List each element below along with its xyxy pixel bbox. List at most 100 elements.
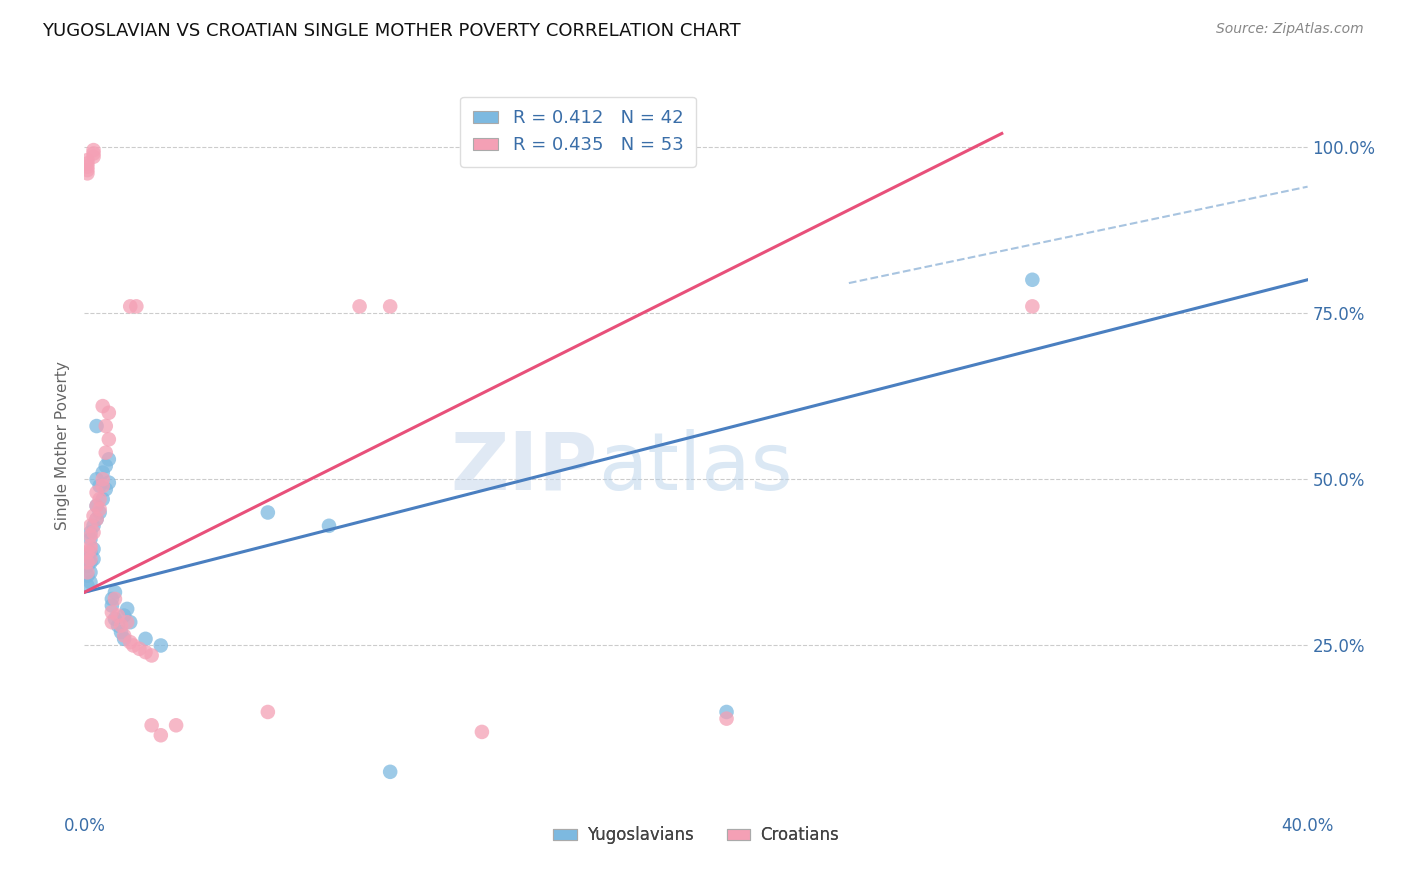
Point <box>79 545 101 559</box>
Point <box>149 728 172 742</box>
Point <box>101 591 124 606</box>
Point <box>380 299 402 313</box>
Text: YUGOSLAVIAN VS CROATIAN SINGLE MOTHER POVERTY CORRELATION CHART: YUGOSLAVIAN VS CROATIAN SINGLE MOTHER PO… <box>42 22 741 40</box>
Point <box>76 579 98 593</box>
Point <box>1021 273 1043 287</box>
Point <box>76 545 98 559</box>
Point <box>76 160 98 174</box>
Point <box>91 466 114 480</box>
Point <box>112 632 135 646</box>
Point <box>79 525 101 540</box>
Y-axis label: Single Mother Poverty: Single Mother Poverty <box>55 361 70 531</box>
Point <box>120 635 142 649</box>
Point <box>76 555 98 569</box>
Point <box>89 502 111 516</box>
Point <box>79 575 101 590</box>
Point <box>257 705 280 719</box>
Point <box>94 458 117 473</box>
Point <box>107 618 129 632</box>
Point <box>471 725 494 739</box>
Point <box>79 542 101 557</box>
Point <box>104 591 127 606</box>
Point <box>91 472 114 486</box>
Point <box>79 529 101 543</box>
Point <box>120 299 142 313</box>
Point <box>380 764 402 779</box>
Point <box>112 608 135 623</box>
Point <box>135 645 157 659</box>
Point <box>91 479 114 493</box>
Point <box>110 618 132 632</box>
Point <box>79 532 101 546</box>
Point <box>83 143 105 157</box>
Point <box>349 299 371 313</box>
Point <box>76 153 98 167</box>
Point <box>76 566 98 580</box>
Point <box>83 525 105 540</box>
Point <box>120 615 142 630</box>
Point <box>716 705 738 719</box>
Point <box>89 492 111 507</box>
Point <box>97 406 120 420</box>
Text: Source: ZipAtlas.com: Source: ZipAtlas.com <box>1216 22 1364 37</box>
Point <box>89 479 111 493</box>
Point <box>716 712 738 726</box>
Point <box>149 639 172 653</box>
Point <box>79 518 101 533</box>
Point <box>91 492 114 507</box>
Point <box>86 419 108 434</box>
Point <box>76 156 98 170</box>
Point <box>1021 299 1043 313</box>
Text: atlas: atlas <box>598 429 793 507</box>
Point <box>141 718 163 732</box>
Point <box>83 146 105 161</box>
Point <box>83 542 105 557</box>
Point <box>86 499 108 513</box>
Point <box>101 605 124 619</box>
Point <box>86 512 108 526</box>
Point <box>101 599 124 613</box>
Point <box>115 602 138 616</box>
Text: ZIP: ZIP <box>451 429 598 507</box>
Point <box>110 625 132 640</box>
Point <box>76 166 98 180</box>
Point <box>83 508 105 523</box>
Point <box>107 608 129 623</box>
Point <box>318 518 340 533</box>
Point <box>115 615 138 630</box>
Point <box>94 419 117 434</box>
Point <box>79 555 101 569</box>
Point <box>79 566 101 580</box>
Point <box>135 632 157 646</box>
Point <box>101 615 124 630</box>
Point <box>165 718 187 732</box>
Point <box>122 639 145 653</box>
Point <box>97 452 120 467</box>
Point <box>94 482 117 496</box>
Point <box>91 399 114 413</box>
Legend: Yugoslavians, Croatians: Yugoslavians, Croatians <box>547 820 845 851</box>
Point <box>104 612 127 626</box>
Point <box>83 518 105 533</box>
Point <box>86 512 108 526</box>
Point <box>125 299 148 313</box>
Point <box>141 648 163 663</box>
Point <box>94 445 117 459</box>
Point <box>97 475 120 490</box>
Point <box>76 568 98 582</box>
Point <box>83 552 105 566</box>
Point <box>76 163 98 178</box>
Point <box>86 485 108 500</box>
Point <box>79 552 101 566</box>
Point <box>89 506 111 520</box>
Point <box>86 472 108 486</box>
Point <box>79 539 101 553</box>
Point <box>257 506 280 520</box>
Point <box>76 549 98 563</box>
Point <box>76 558 98 573</box>
Point <box>128 641 150 656</box>
Point <box>83 150 105 164</box>
Point <box>112 628 135 642</box>
Point <box>104 585 127 599</box>
Point <box>97 433 120 447</box>
